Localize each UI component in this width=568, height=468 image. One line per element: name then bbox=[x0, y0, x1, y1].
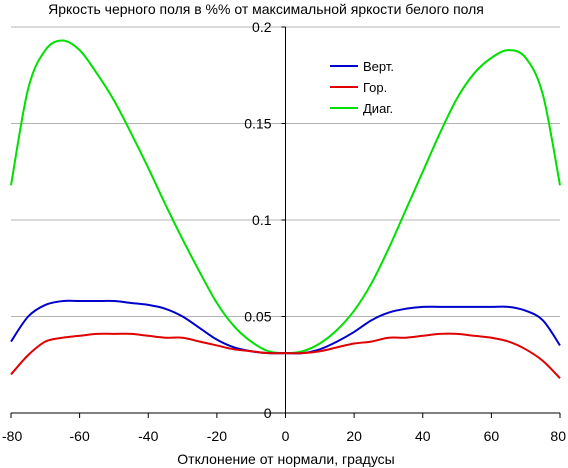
x-tick-label: 40 bbox=[415, 428, 431, 444]
series-group bbox=[10, 39, 561, 379]
x-tick-label: -60 bbox=[70, 428, 90, 444]
legend-label-3: Диаг. bbox=[363, 101, 393, 116]
x-axis-label: Отклонение от нормали, градусы bbox=[177, 451, 394, 467]
legend-label-2: Гор. bbox=[363, 80, 387, 95]
x-tick-label: 80 bbox=[550, 428, 566, 444]
x-tick-label: -40 bbox=[138, 428, 158, 444]
axes bbox=[10, 26, 561, 418]
tick-labels: 0 0.05 0.1 0.15 0.2 -80 -60 -40 -20 0 20 40 60 80 bbox=[2, 19, 566, 444]
y-tick-label: 0.05 bbox=[244, 309, 271, 325]
legend: Верт. Гор. Диаг. bbox=[330, 59, 394, 116]
x-tick-label: 0 bbox=[282, 428, 290, 444]
legend-label-1: Верт. bbox=[363, 59, 394, 74]
x-tick-label: 20 bbox=[346, 428, 362, 444]
y-tick-label: 0.15 bbox=[244, 116, 271, 132]
x-tick-label: -20 bbox=[207, 428, 227, 444]
y-tick-label: 0.2 bbox=[252, 19, 272, 35]
y-tick-label: 0 bbox=[264, 405, 272, 421]
x-tick-label: -80 bbox=[2, 428, 22, 444]
x-tick-label: 60 bbox=[484, 428, 500, 444]
series-line-2 bbox=[10, 332, 561, 379]
chart-title: Яркость черного поля в %% от максимально… bbox=[48, 1, 484, 17]
y-tick-label: 0.1 bbox=[252, 212, 272, 228]
